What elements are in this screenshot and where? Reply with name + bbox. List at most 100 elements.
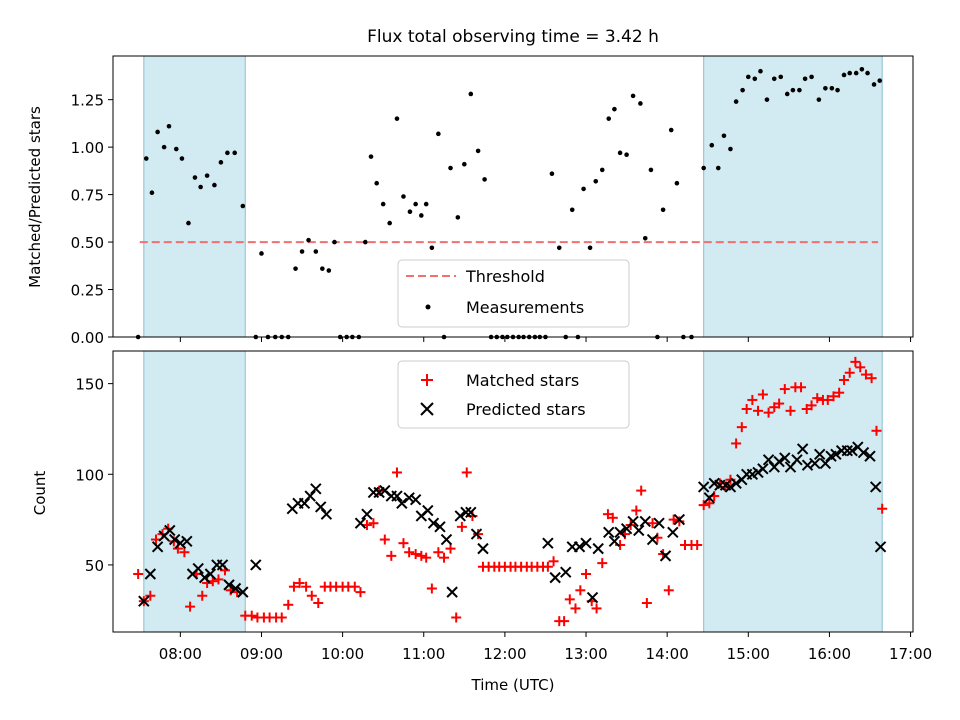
y-tick-label: 0.75 bbox=[71, 187, 104, 205]
predicted-star-marker bbox=[614, 526, 626, 538]
x-tick-label: 16:00 bbox=[808, 645, 851, 663]
measurement-point bbox=[569, 207, 575, 213]
predicted-star-marker bbox=[216, 559, 229, 571]
matched-star-marker bbox=[796, 382, 807, 393]
legend-measurements-label: Measurements bbox=[466, 298, 584, 317]
measurement-point bbox=[149, 190, 155, 196]
matched-star-marker bbox=[570, 603, 581, 614]
measurement-point bbox=[225, 150, 230, 156]
measurement-point bbox=[648, 167, 654, 173]
x-axis-label: Time (UTC) bbox=[471, 676, 555, 694]
matched-star-marker bbox=[461, 467, 472, 478]
measurement-point bbox=[809, 74, 814, 80]
measurement-point bbox=[674, 180, 680, 186]
predicted-star-marker bbox=[830, 448, 842, 461]
matched-star-marker bbox=[674, 516, 685, 527]
predicted-star-marker bbox=[138, 595, 150, 607]
measurement-point bbox=[166, 123, 172, 129]
legend-predicted-swatch bbox=[420, 402, 434, 416]
measurement-point bbox=[363, 239, 368, 245]
matched-star-marker bbox=[731, 438, 742, 449]
measurement-point bbox=[313, 249, 319, 254]
matched-star-marker bbox=[636, 485, 647, 496]
bottom-axes-frame bbox=[112, 350, 914, 633]
measurement-point bbox=[612, 106, 617, 112]
predicted-star-marker bbox=[304, 490, 316, 502]
predicted-star-marker bbox=[703, 492, 716, 504]
measurement-point bbox=[549, 171, 555, 177]
matched-star-marker bbox=[597, 558, 608, 569]
measurement-point bbox=[368, 154, 374, 159]
matched-star-marker bbox=[871, 425, 882, 436]
predicted-star-marker bbox=[460, 506, 472, 519]
x-tick-label: 14:00 bbox=[646, 645, 689, 663]
matched-star-marker bbox=[806, 400, 817, 411]
predicted-star-marker bbox=[659, 550, 672, 562]
x-tick-label: 12:00 bbox=[483, 645, 526, 663]
predicted-star-marker bbox=[181, 535, 193, 548]
matched-star-marker bbox=[379, 534, 390, 545]
matched-star-marker bbox=[313, 597, 324, 608]
matched-star-marker bbox=[581, 568, 592, 579]
matched-star-marker bbox=[704, 498, 715, 509]
measurement-point bbox=[394, 116, 400, 121]
predicted-star-marker bbox=[204, 568, 217, 580]
measurement-point bbox=[841, 72, 847, 78]
measurement-point bbox=[423, 201, 429, 207]
matched-star-marker bbox=[564, 594, 575, 605]
matched-star-marker bbox=[410, 549, 421, 560]
predicted-star-marker bbox=[192, 562, 204, 575]
shaded-region bbox=[143, 55, 246, 338]
matched-star-marker bbox=[294, 578, 305, 589]
measurement-point bbox=[715, 165, 721, 171]
predicted-star-marker bbox=[560, 566, 572, 578]
measurement-point bbox=[419, 213, 424, 218]
measurement-point bbox=[624, 152, 629, 158]
predicted-star-marker bbox=[857, 446, 870, 459]
measurement-point bbox=[829, 85, 835, 91]
matched-star-marker bbox=[283, 599, 294, 610]
matched-star-marker bbox=[839, 375, 850, 386]
matched-star-marker bbox=[416, 550, 427, 561]
measurement-point bbox=[871, 82, 877, 87]
measurement-point bbox=[771, 76, 777, 82]
matched-star-marker bbox=[301, 581, 312, 592]
measurement-point bbox=[859, 66, 865, 72]
matched-star-marker bbox=[591, 603, 602, 614]
measurement-point bbox=[475, 148, 481, 154]
matched-star-marker bbox=[647, 518, 658, 529]
measurement-point bbox=[701, 165, 706, 171]
predicted-star-marker bbox=[592, 542, 604, 555]
measurement-point bbox=[179, 156, 185, 161]
matched-star-marker bbox=[850, 356, 861, 367]
legend-matched-swatch bbox=[421, 374, 433, 386]
predicted-star-marker bbox=[237, 586, 249, 598]
matched-star-marker bbox=[288, 581, 299, 592]
matched-star-marker bbox=[747, 394, 758, 405]
matched-star-marker bbox=[785, 405, 796, 416]
measurement-point bbox=[733, 99, 739, 104]
measurement-point bbox=[797, 87, 802, 93]
measurement-point bbox=[606, 116, 612, 121]
predicted-star-marker bbox=[315, 501, 327, 513]
predicted-star-marker bbox=[874, 541, 887, 553]
top-y-axis-label: Matched/Predicted stars bbox=[26, 106, 44, 288]
measurement-point bbox=[599, 167, 605, 173]
predicted-star-marker bbox=[627, 515, 639, 528]
y-tick-label: 0.50 bbox=[71, 234, 104, 252]
predicted-star-marker bbox=[603, 526, 615, 538]
measurement-point bbox=[865, 70, 870, 76]
matched-star-marker bbox=[779, 384, 790, 395]
predicted-star-marker bbox=[470, 528, 483, 540]
predicted-star-marker bbox=[586, 591, 599, 604]
matched-star-marker bbox=[757, 389, 768, 400]
measurement-point bbox=[192, 175, 198, 180]
predicted-star-marker bbox=[446, 586, 458, 598]
predicted-star-marker bbox=[361, 508, 373, 520]
matched-star-marker bbox=[692, 539, 703, 550]
measurement-point bbox=[853, 70, 859, 76]
y-tick-label: 50 bbox=[85, 557, 104, 575]
predicted-star-marker bbox=[174, 537, 187, 549]
predicted-star-marker bbox=[198, 571, 211, 584]
